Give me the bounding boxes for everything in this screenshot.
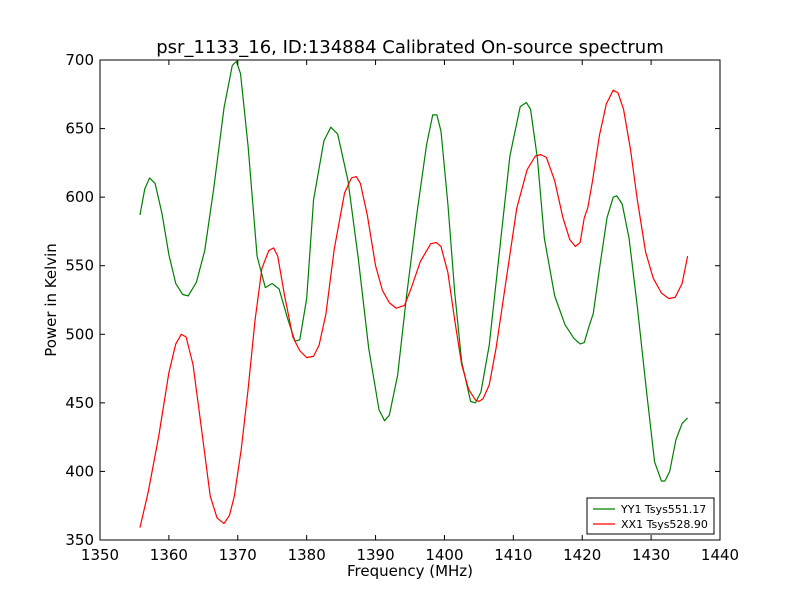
y-axis: 350 400 450 500 550 600 650 700 [65,51,720,549]
y-tick-label: 600 [65,188,94,206]
y-tick-label: 700 [65,51,94,69]
x-tick-label: 1420 [563,546,601,564]
x-axis: 1350 1360 1370 1380 1390 1400 1410 1420 1430 1440 [81,60,739,564]
x-tick-label: 1370 [219,546,257,564]
y-tick-label: 500 [65,325,94,343]
y-tick-label: 650 [65,120,94,138]
y-axis-label: Power in Kelvin [42,243,60,357]
y-tick-label: 350 [65,531,94,549]
plot-frame [99,59,721,541]
series-line-0 [139,60,689,482]
x-tick-label: 1350 [81,546,119,564]
y-tick-label: 400 [65,462,94,480]
x-tick-label: 1430 [632,546,670,564]
legend-box [586,497,715,535]
series-line-1 [139,89,689,528]
x-tick-label: 1360 [150,546,188,564]
y-tick-label: 450 [65,394,94,412]
x-tick-label: 1380 [288,546,326,564]
legend: YY1 Tsys551.17 XX1 Tsys528.90 [586,497,715,535]
chart-title: psr_1133_16, ID:134884 Calibrated On-sou… [156,37,664,58]
y-tick-label: 550 [65,257,94,275]
x-tick-label: 1440 [701,546,739,564]
x-tick-label: 1400 [425,546,463,564]
x-axis-label: Frequency (MHz) [347,562,473,580]
x-tick-label: 1410 [494,546,532,564]
x-tick-label: 1390 [356,546,394,564]
legend-label: XX1 Tsys528.90 [621,518,708,531]
legend-label: YY1 Tsys551.17 [620,503,706,516]
